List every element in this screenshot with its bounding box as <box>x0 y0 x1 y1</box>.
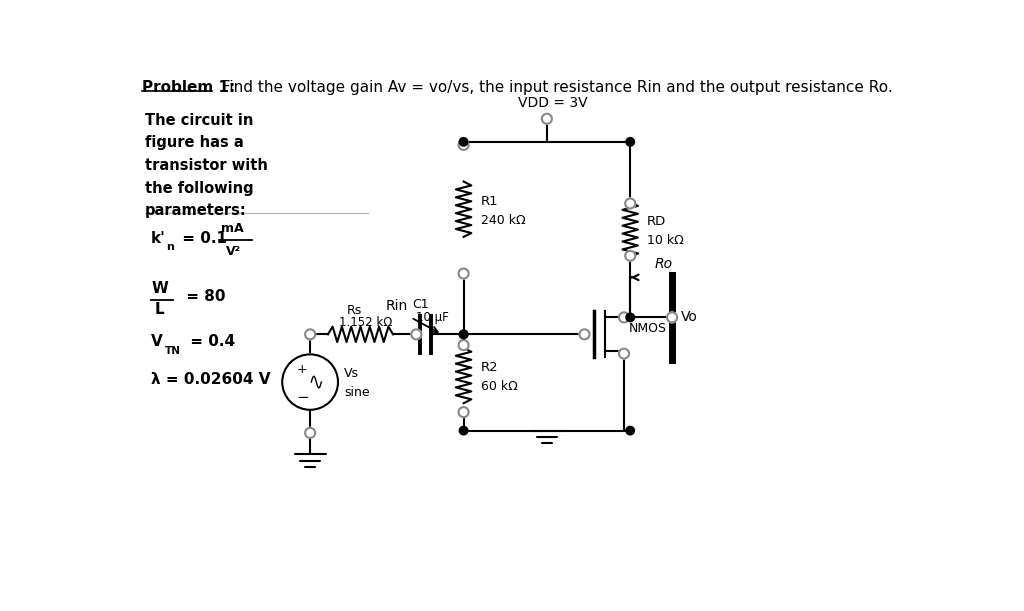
Text: V²: V² <box>225 245 241 258</box>
Text: Vo: Vo <box>681 310 698 324</box>
Text: R2: R2 <box>480 361 499 375</box>
Circle shape <box>412 329 421 339</box>
Text: Vs: Vs <box>344 367 359 380</box>
Text: = 0.1: = 0.1 <box>177 232 227 246</box>
Text: Rin: Rin <box>386 299 409 313</box>
Text: transistor with: transistor with <box>145 158 268 173</box>
Circle shape <box>305 329 315 339</box>
Text: Rs: Rs <box>346 304 361 317</box>
Circle shape <box>626 199 635 208</box>
Circle shape <box>459 340 469 350</box>
Circle shape <box>667 312 677 323</box>
Text: RD: RD <box>647 216 667 229</box>
Circle shape <box>626 251 635 261</box>
Text: VDD = 3V: VDD = 3V <box>518 95 588 109</box>
Text: W: W <box>152 281 168 296</box>
Text: 10 kΩ: 10 kΩ <box>647 234 684 247</box>
Circle shape <box>305 428 315 438</box>
Text: R1: R1 <box>480 195 499 208</box>
Text: Ro: Ro <box>655 257 673 271</box>
Circle shape <box>626 313 635 321</box>
Text: = 80: = 80 <box>180 289 225 304</box>
Circle shape <box>460 426 468 435</box>
Text: NMOS: NMOS <box>629 321 667 335</box>
Circle shape <box>580 329 590 339</box>
Text: n: n <box>166 241 174 252</box>
Circle shape <box>459 140 469 150</box>
Circle shape <box>618 312 629 323</box>
Text: sine: sine <box>344 386 370 398</box>
Circle shape <box>542 114 552 124</box>
Circle shape <box>459 407 469 417</box>
Circle shape <box>618 349 629 359</box>
Text: mA: mA <box>221 222 244 235</box>
Text: TN: TN <box>165 346 181 356</box>
Circle shape <box>459 268 469 279</box>
Text: the following: the following <box>145 181 254 196</box>
Text: Find the voltage gain Av = vo/vs, the input resistance Rin and the output resist: Find the voltage gain Av = vo/vs, the in… <box>212 80 893 95</box>
Text: figure has a: figure has a <box>145 135 244 150</box>
Circle shape <box>283 354 338 410</box>
Text: L: L <box>155 302 164 317</box>
Circle shape <box>460 330 468 338</box>
Text: = 0.4: = 0.4 <box>184 334 234 349</box>
Text: C1: C1 <box>413 298 429 311</box>
Text: −: − <box>296 390 309 405</box>
Text: 10 µF: 10 µF <box>416 310 449 324</box>
Circle shape <box>626 137 635 146</box>
Text: parameters:: parameters: <box>145 203 247 219</box>
Circle shape <box>460 330 468 338</box>
Text: 1.152 kΩ: 1.152 kΩ <box>339 316 392 329</box>
Circle shape <box>460 137 468 146</box>
Text: Problem 1:: Problem 1: <box>142 80 236 95</box>
Text: 60 kΩ: 60 kΩ <box>480 380 517 393</box>
Text: V: V <box>152 334 163 349</box>
Text: k': k' <box>152 232 166 246</box>
Circle shape <box>626 426 635 435</box>
Text: −1: −1 <box>287 367 304 377</box>
Text: The circuit in: The circuit in <box>145 112 253 128</box>
Text: λ = 0.02604 V: λ = 0.02604 V <box>152 372 270 387</box>
Text: 240 kΩ: 240 kΩ <box>480 213 525 227</box>
Text: +: + <box>297 362 307 376</box>
